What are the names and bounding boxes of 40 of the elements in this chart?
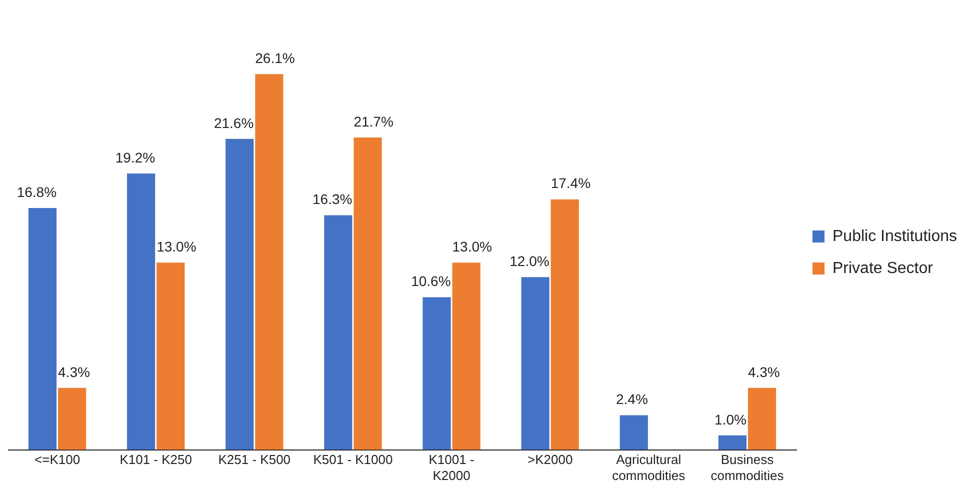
data-label: 19.2%	[115, 149, 156, 166]
x-tick-label: K501 - K1000	[313, 452, 393, 468]
bar	[354, 137, 382, 450]
x-tick-label: K1001 - K2000	[428, 452, 474, 483]
bar	[58, 388, 86, 450]
data-label: 4.3%	[748, 364, 780, 380]
x-tick-label: K251 - K500	[218, 452, 291, 468]
data-label: 17.4%	[550, 175, 591, 192]
data-label: 16.3%	[312, 191, 352, 208]
bar	[718, 435, 746, 450]
bar	[550, 199, 579, 450]
data-label: 12.0%	[510, 252, 550, 269]
data-label: 13.0%	[452, 238, 492, 255]
bar	[255, 74, 284, 450]
data-label: 21.6%	[214, 114, 254, 131]
bar	[521, 277, 550, 450]
x-tick-label: >K2000	[527, 452, 573, 468]
bar	[324, 215, 352, 450]
legend-label: Public Institutions	[832, 228, 958, 245]
data-label: 1.0%	[714, 411, 746, 428]
bar	[127, 173, 156, 450]
bar	[156, 262, 185, 450]
x-tick-label: Agricultural commodities	[612, 452, 686, 483]
bar	[620, 415, 648, 450]
bar	[422, 297, 451, 450]
x-tick-label: K101 - K250	[120, 452, 192, 468]
bar	[28, 208, 57, 450]
x-tick-label: Business commodities	[710, 452, 784, 483]
x-tick-label: <=K100	[34, 452, 80, 468]
bar	[748, 388, 776, 450]
data-label: 16.8%	[16, 184, 57, 200]
data-label: 10.6%	[411, 273, 451, 290]
data-label: 21.7%	[354, 113, 394, 130]
data-label: 4.3%	[58, 364, 90, 380]
data-label: 13.0%	[156, 238, 196, 255]
bar	[226, 138, 254, 450]
data-label: 2.4%	[616, 391, 648, 408]
data-label: 26.1%	[255, 50, 295, 66]
bar	[452, 262, 480, 450]
legend-label: Private Sector	[832, 260, 934, 277]
